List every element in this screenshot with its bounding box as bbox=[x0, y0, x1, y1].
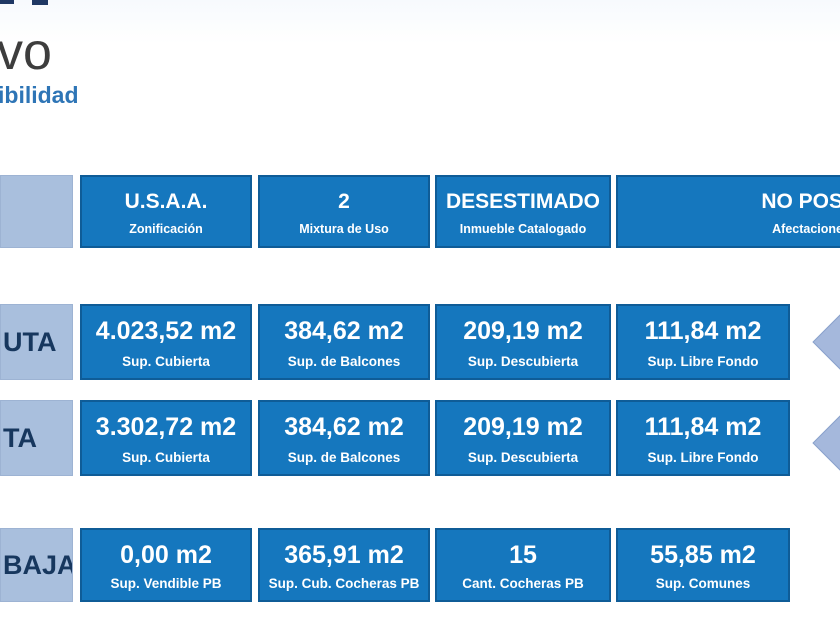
header-row-label bbox=[0, 175, 73, 248]
cell-value: 2 bbox=[338, 190, 350, 213]
row-label: BAJA bbox=[0, 528, 73, 602]
cell-label: Sup. Comunes bbox=[655, 576, 751, 591]
surface-row-neta: TA 3.302,72 m2 Sup. Cubierta 384,62 m2 S… bbox=[0, 400, 840, 476]
cell-value: 384,62 m2 bbox=[284, 317, 404, 345]
cell-label: Sup. Descubierta bbox=[467, 450, 579, 465]
cell-label: Sup. Descubierta bbox=[467, 354, 579, 369]
cell-sup-vendible-pb: 0,00 m2 Sup. Vendible PB bbox=[80, 528, 252, 602]
cell-label: Sup. Cubierta bbox=[122, 354, 210, 369]
cell-sup-comunes: 55,85 m2 Sup. Comunes bbox=[616, 528, 790, 602]
row-label: UTA bbox=[0, 304, 73, 380]
cell-value: 209,19 m2 bbox=[463, 317, 583, 345]
cell-value: NO POS bbox=[761, 190, 840, 213]
cell-value: 0,00 m2 bbox=[120, 541, 212, 569]
surface-row-planta-baja: BAJA 0,00 m2 Sup. Vendible PB 365,91 m2 … bbox=[0, 528, 840, 602]
cell-label: Cant. Cocheras PB bbox=[462, 576, 584, 591]
cell-value: 4.023,52 m2 bbox=[95, 317, 237, 345]
cell-sup-cub-cocheras-pb: 365,91 m2 Sup. Cub. Cocheras PB bbox=[258, 528, 430, 602]
cell-value: 111,84 m2 bbox=[644, 413, 762, 441]
cell-value: 384,62 m2 bbox=[284, 413, 404, 441]
cell-sup-cubierta: 4.023,52 m2 Sup. Cubierta bbox=[80, 304, 252, 380]
cell-label: Zonificación bbox=[129, 222, 203, 236]
cell-label: Sup. de Balcones bbox=[287, 354, 401, 369]
cell-inmueble-catalogado: DESESTIMADO Inmueble Catalogado bbox=[435, 175, 611, 248]
cell-value: U.S.A.A. bbox=[124, 190, 208, 213]
cell-value: 209,19 m2 bbox=[463, 413, 583, 441]
cell-label: Mixtura de Uso bbox=[299, 222, 389, 236]
page-title-fragment: vo bbox=[0, 23, 52, 81]
cell-sup-libre-fondo: 111,84 m2 Sup. Libre Fondo bbox=[616, 400, 790, 476]
cell-value: 365,91 m2 bbox=[284, 541, 404, 569]
surface-row-bruta: UTA 4.023,52 m2 Sup. Cubierta 384,62 m2 … bbox=[0, 304, 840, 380]
cell-label: Sup. Libre Fondo bbox=[647, 354, 759, 369]
cell-afectaciones: NO POS Afectacione bbox=[616, 175, 840, 248]
cell-sup-cubierta: 3.302,72 m2 Sup. Cubierta bbox=[80, 400, 252, 476]
cell-mixtura-de-uso: 2 Mixtura de Uso bbox=[258, 175, 430, 248]
cell-sup-balcones: 384,62 m2 Sup. de Balcones bbox=[258, 304, 430, 380]
page-subtitle-fragment: ibilidad bbox=[0, 82, 79, 108]
cell-value: DESESTIMADO bbox=[445, 190, 600, 213]
cell-value: 3.302,72 m2 bbox=[95, 413, 237, 441]
cell-label: Sup. Cub. Cocheras PB bbox=[268, 576, 420, 591]
cell-sup-balcones: 384,62 m2 Sup. de Balcones bbox=[258, 400, 430, 476]
top-edge-fragment bbox=[0, 0, 14, 4]
top-edge-fragment bbox=[32, 0, 48, 5]
cell-value: 111,84 m2 bbox=[644, 317, 762, 345]
cell-sup-descubierta: 209,19 m2 Sup. Descubierta bbox=[435, 304, 611, 380]
cell-cant-cocheras-pb: 15 Cant. Cocheras PB bbox=[435, 528, 611, 602]
cell-value: 15 bbox=[509, 541, 537, 569]
cell-label: Afectacione bbox=[772, 222, 840, 236]
cell-sup-descubierta: 209,19 m2 Sup. Descubierta bbox=[435, 400, 611, 476]
cell-sup-libre-fondo: 111,84 m2 Sup. Libre Fondo bbox=[616, 304, 790, 380]
cell-label: Inmueble Catalogado bbox=[459, 222, 587, 236]
cell-label: Sup. Vendible PB bbox=[110, 576, 222, 591]
summary-header-row: U.S.A.A. Zonificación 2 Mixtura de Uso D… bbox=[0, 175, 840, 248]
cell-value: 55,85 m2 bbox=[650, 541, 756, 569]
cell-label: Sup. de Balcones bbox=[287, 450, 401, 465]
row-label: TA bbox=[0, 400, 73, 476]
cell-label: Sup. Libre Fondo bbox=[647, 450, 759, 465]
cell-label: Sup. Cubierta bbox=[122, 450, 210, 465]
cell-zonificacion: U.S.A.A. Zonificación bbox=[80, 175, 252, 248]
